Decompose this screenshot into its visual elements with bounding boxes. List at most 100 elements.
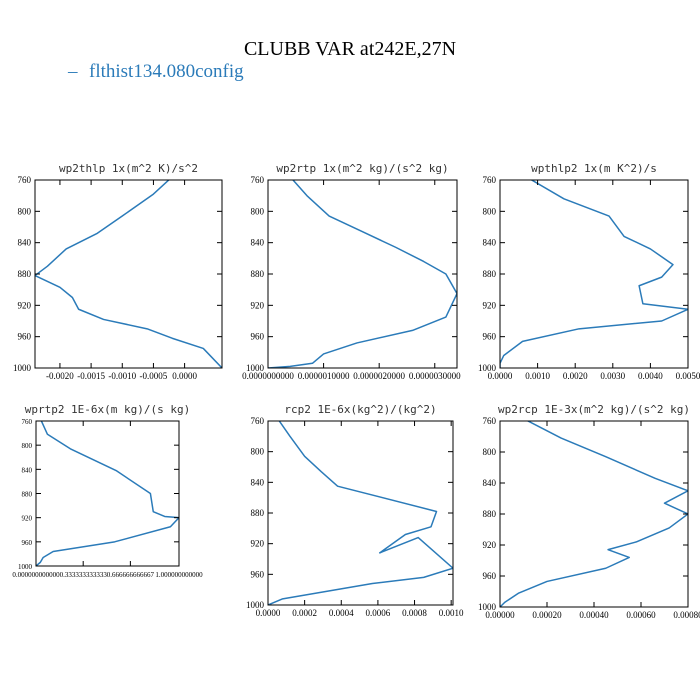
subplot-title: rcp2 1E-6x(kg^2)/(kg^2)	[284, 403, 436, 416]
y-tick-label: 800	[251, 206, 265, 216]
y-tick-label: 960	[251, 332, 265, 342]
y-tick-label: 920	[251, 539, 265, 549]
x-tick-label: -0.0005	[140, 371, 168, 381]
y-tick-label: 840	[22, 466, 33, 474]
legend-label: flthist134.080config	[89, 61, 244, 82]
x-tick-label: 0.0004	[329, 608, 354, 618]
y-tick-label: 1000	[478, 363, 497, 373]
series-line	[36, 421, 179, 566]
y-tick-label: 960	[18, 332, 32, 342]
legend: – flthist134.080config	[67, 61, 244, 82]
y-tick-label: 760	[251, 175, 265, 185]
y-tick-label: 1000	[246, 600, 265, 610]
x-tick-label: 0.00020	[532, 610, 562, 620]
y-tick-label: 960	[251, 569, 265, 579]
y-tick-label: 800	[22, 442, 33, 450]
x-tick-label: 0.00080	[673, 610, 700, 620]
x-tick-label: 0.0000	[488, 371, 513, 381]
y-tick-label: 920	[18, 300, 32, 310]
y-tick-label: 960	[22, 539, 33, 547]
y-tick-label: 840	[251, 238, 265, 248]
x-tick-label: -0.0020	[46, 371, 74, 381]
subplot-6: wp2rcp 1E-3x(m^2 kg)/(s^2 kg)760 800 840 88…	[478, 403, 700, 620]
subplot-title: wpthlp2 1x(m K^2)/s	[531, 162, 657, 175]
x-tick-label: 0.0008	[402, 608, 427, 618]
subplot-4: wprtp2 1E-6x(m kg)/(s kg) 760 800 840 880 920…	[12, 403, 203, 579]
y-tick-label: 840	[251, 477, 265, 487]
y-tick-label: 840	[483, 238, 497, 248]
series-line	[500, 180, 688, 368]
axes-frame	[35, 420, 180, 567]
y-tick-label: 920	[483, 300, 497, 310]
subplot-title: wp2rcp 1E-3x(m^2 kg)/(s^2 kg)	[498, 403, 690, 416]
y-tick-label: 880	[483, 269, 497, 279]
y-tick-label: 760	[483, 175, 497, 185]
subplots: wp2thlp 1x(m^2 K)/s^2 760 800 840 880 920 960 1…	[12, 162, 700, 620]
y-tick-label: 760	[18, 175, 32, 185]
x-tick-label: -0.0015	[77, 371, 105, 381]
y-tick-label: 960	[483, 571, 497, 581]
subplot-title: wp2thlp 1x(m^2 K)/s^2	[59, 162, 198, 175]
x-tick-label: 1.000000000000	[155, 571, 203, 579]
y-tick-label: 920	[22, 515, 33, 523]
subplot-2: wp2rtp 1x(m^2 kg)/(s^2 kg) 760 800 840 880 92…	[242, 162, 461, 381]
y-tick-label: 800	[18, 206, 32, 216]
x-tick-label: 0.00060	[626, 610, 656, 620]
x-tick-label: 0.000000000000	[12, 571, 60, 579]
x-tick-label: 0.0000	[256, 608, 281, 618]
x-tick-label: 0.0000010000	[298, 371, 350, 381]
subplot-title: wprtp2 1E-6x(m kg)/(s kg)	[25, 403, 191, 416]
y-tick-label: 880	[483, 509, 497, 519]
x-tick-label: -0.0010	[108, 371, 136, 381]
subplot-title: wp2rtp 1x(m^2 kg)/(s^2 kg)	[276, 162, 448, 175]
y-tick-label: 840	[18, 238, 32, 248]
series-line	[268, 421, 453, 605]
y-tick-label: 1000	[246, 363, 265, 373]
x-tick-label: 0.0000030000	[409, 371, 461, 381]
x-tick-label: 0.0010	[525, 371, 550, 381]
subplot-1: wp2thlp 1x(m^2 K)/s^2 760 800 840 880 920 960 1…	[13, 162, 223, 381]
y-tick-label: 760	[251, 416, 265, 426]
y-tick-label: 1000	[13, 363, 32, 373]
legend-marker: –	[67, 61, 78, 82]
x-tick-label: 0.00040	[579, 610, 609, 620]
y-tick-label: 800	[483, 206, 497, 216]
y-tick-label: 760	[483, 416, 497, 426]
x-tick-label: 0.0000000000	[242, 371, 294, 381]
axes-frame	[267, 179, 458, 369]
y-tick-label: 840	[483, 478, 497, 488]
x-tick-label: 0.0000	[172, 371, 197, 381]
x-tick-label: 0.0030	[600, 371, 625, 381]
y-tick-label: 1000	[18, 563, 33, 571]
x-tick-label: 0.0010	[439, 608, 464, 618]
x-tick-label: 0.0006	[366, 608, 391, 618]
subplot-3: wpthlp2 1x(m K^2)/s 760 800 840 880 920 960 100…	[478, 162, 700, 381]
y-tick-label: 800	[251, 447, 265, 457]
series-line	[268, 180, 457, 368]
subplot-5: rcp2 1E-6x(kg^2)/(kg^2) 760 800 840 880 920 96…	[246, 403, 464, 618]
series-line	[500, 421, 688, 607]
y-tick-label: 920	[483, 540, 497, 550]
x-tick-label: 0.0050	[676, 371, 700, 381]
y-tick-label: 880	[18, 269, 32, 279]
x-tick-label: 0.666666666667	[107, 571, 155, 579]
series-line	[35, 180, 222, 368]
y-tick-label: 880	[251, 508, 265, 518]
y-tick-label: 960	[483, 332, 497, 342]
axes-frame	[499, 420, 689, 608]
figure-title: CLUBB VAR at242E,27N	[244, 38, 456, 60]
x-tick-label: 0.0040	[638, 371, 663, 381]
y-tick-label: 880	[251, 269, 265, 279]
x-tick-label: 0.0020	[563, 371, 588, 381]
x-tick-label: 0.0002	[292, 608, 317, 618]
y-tick-label: 760	[22, 418, 33, 426]
y-tick-label: 920	[251, 300, 265, 310]
x-tick-label: 0.0000020000	[353, 371, 405, 381]
axes-frame	[34, 179, 223, 369]
y-tick-label: 1000	[478, 602, 497, 612]
x-tick-label: 0.333333333333	[60, 571, 108, 579]
y-tick-label: 800	[483, 447, 497, 457]
x-tick-label: 0.00000	[485, 610, 515, 620]
y-tick-label: 880	[22, 491, 33, 499]
